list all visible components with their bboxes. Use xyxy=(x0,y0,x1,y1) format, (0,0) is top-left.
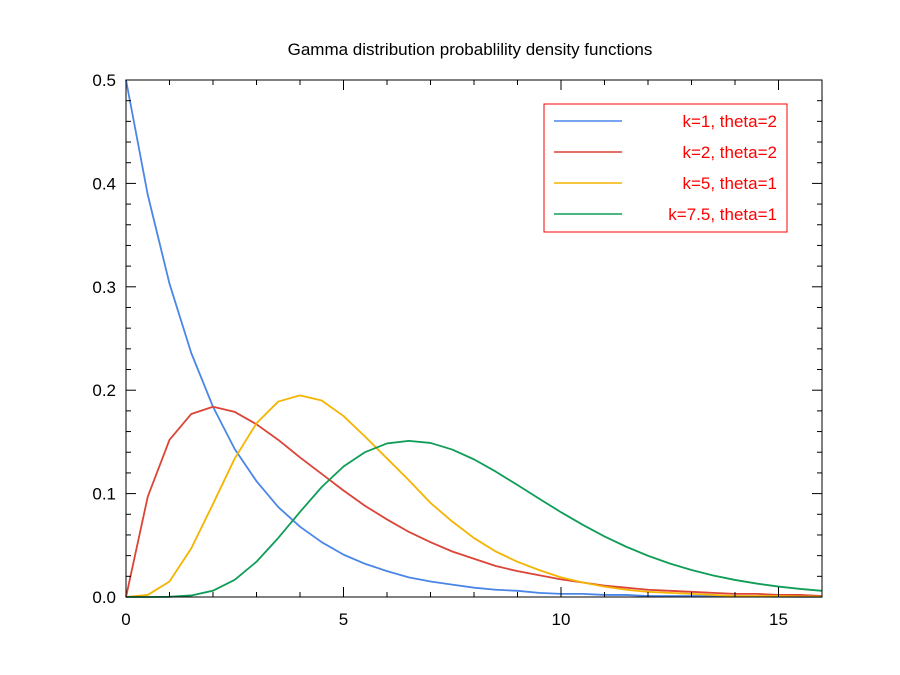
series-line-4 xyxy=(125,439,823,598)
series-line-3 xyxy=(125,394,823,598)
series-curves xyxy=(125,79,823,598)
y-tick-label: 0.5 xyxy=(92,71,116,90)
series-line-1 xyxy=(125,79,822,598)
legend-label: k=1, theta=2 xyxy=(682,112,777,131)
legend-box xyxy=(543,103,788,233)
x-tick-label: 10 xyxy=(552,610,571,629)
y-tick-label: 0.3 xyxy=(92,278,116,297)
y-tick-label: 0.4 xyxy=(92,174,116,193)
y-tick-label: 0.2 xyxy=(92,381,116,400)
plot-frame: 0 5 10 15 0.0 0.1 0.2 0.3 0.4 0.5 xyxy=(92,71,823,629)
x-tick-label: 15 xyxy=(769,610,788,629)
legend-label: k=7.5, theta=1 xyxy=(668,205,777,224)
legend-label: k=2, theta=2 xyxy=(682,143,777,162)
series-line-2 xyxy=(125,405,823,598)
y-tick-label: 0.1 xyxy=(92,485,116,504)
x-tick-label: 0 xyxy=(121,610,130,629)
x-tick-label: 5 xyxy=(339,610,348,629)
y-tick-label: 0.0 xyxy=(92,588,116,607)
legend: k=1, theta=2 k=2, theta=2 k=5, theta=1 k=7.… xyxy=(543,103,788,233)
chart-title: Gamma distribution probablility density … xyxy=(288,40,653,59)
legend-label: k=5, theta=1 xyxy=(682,174,777,193)
